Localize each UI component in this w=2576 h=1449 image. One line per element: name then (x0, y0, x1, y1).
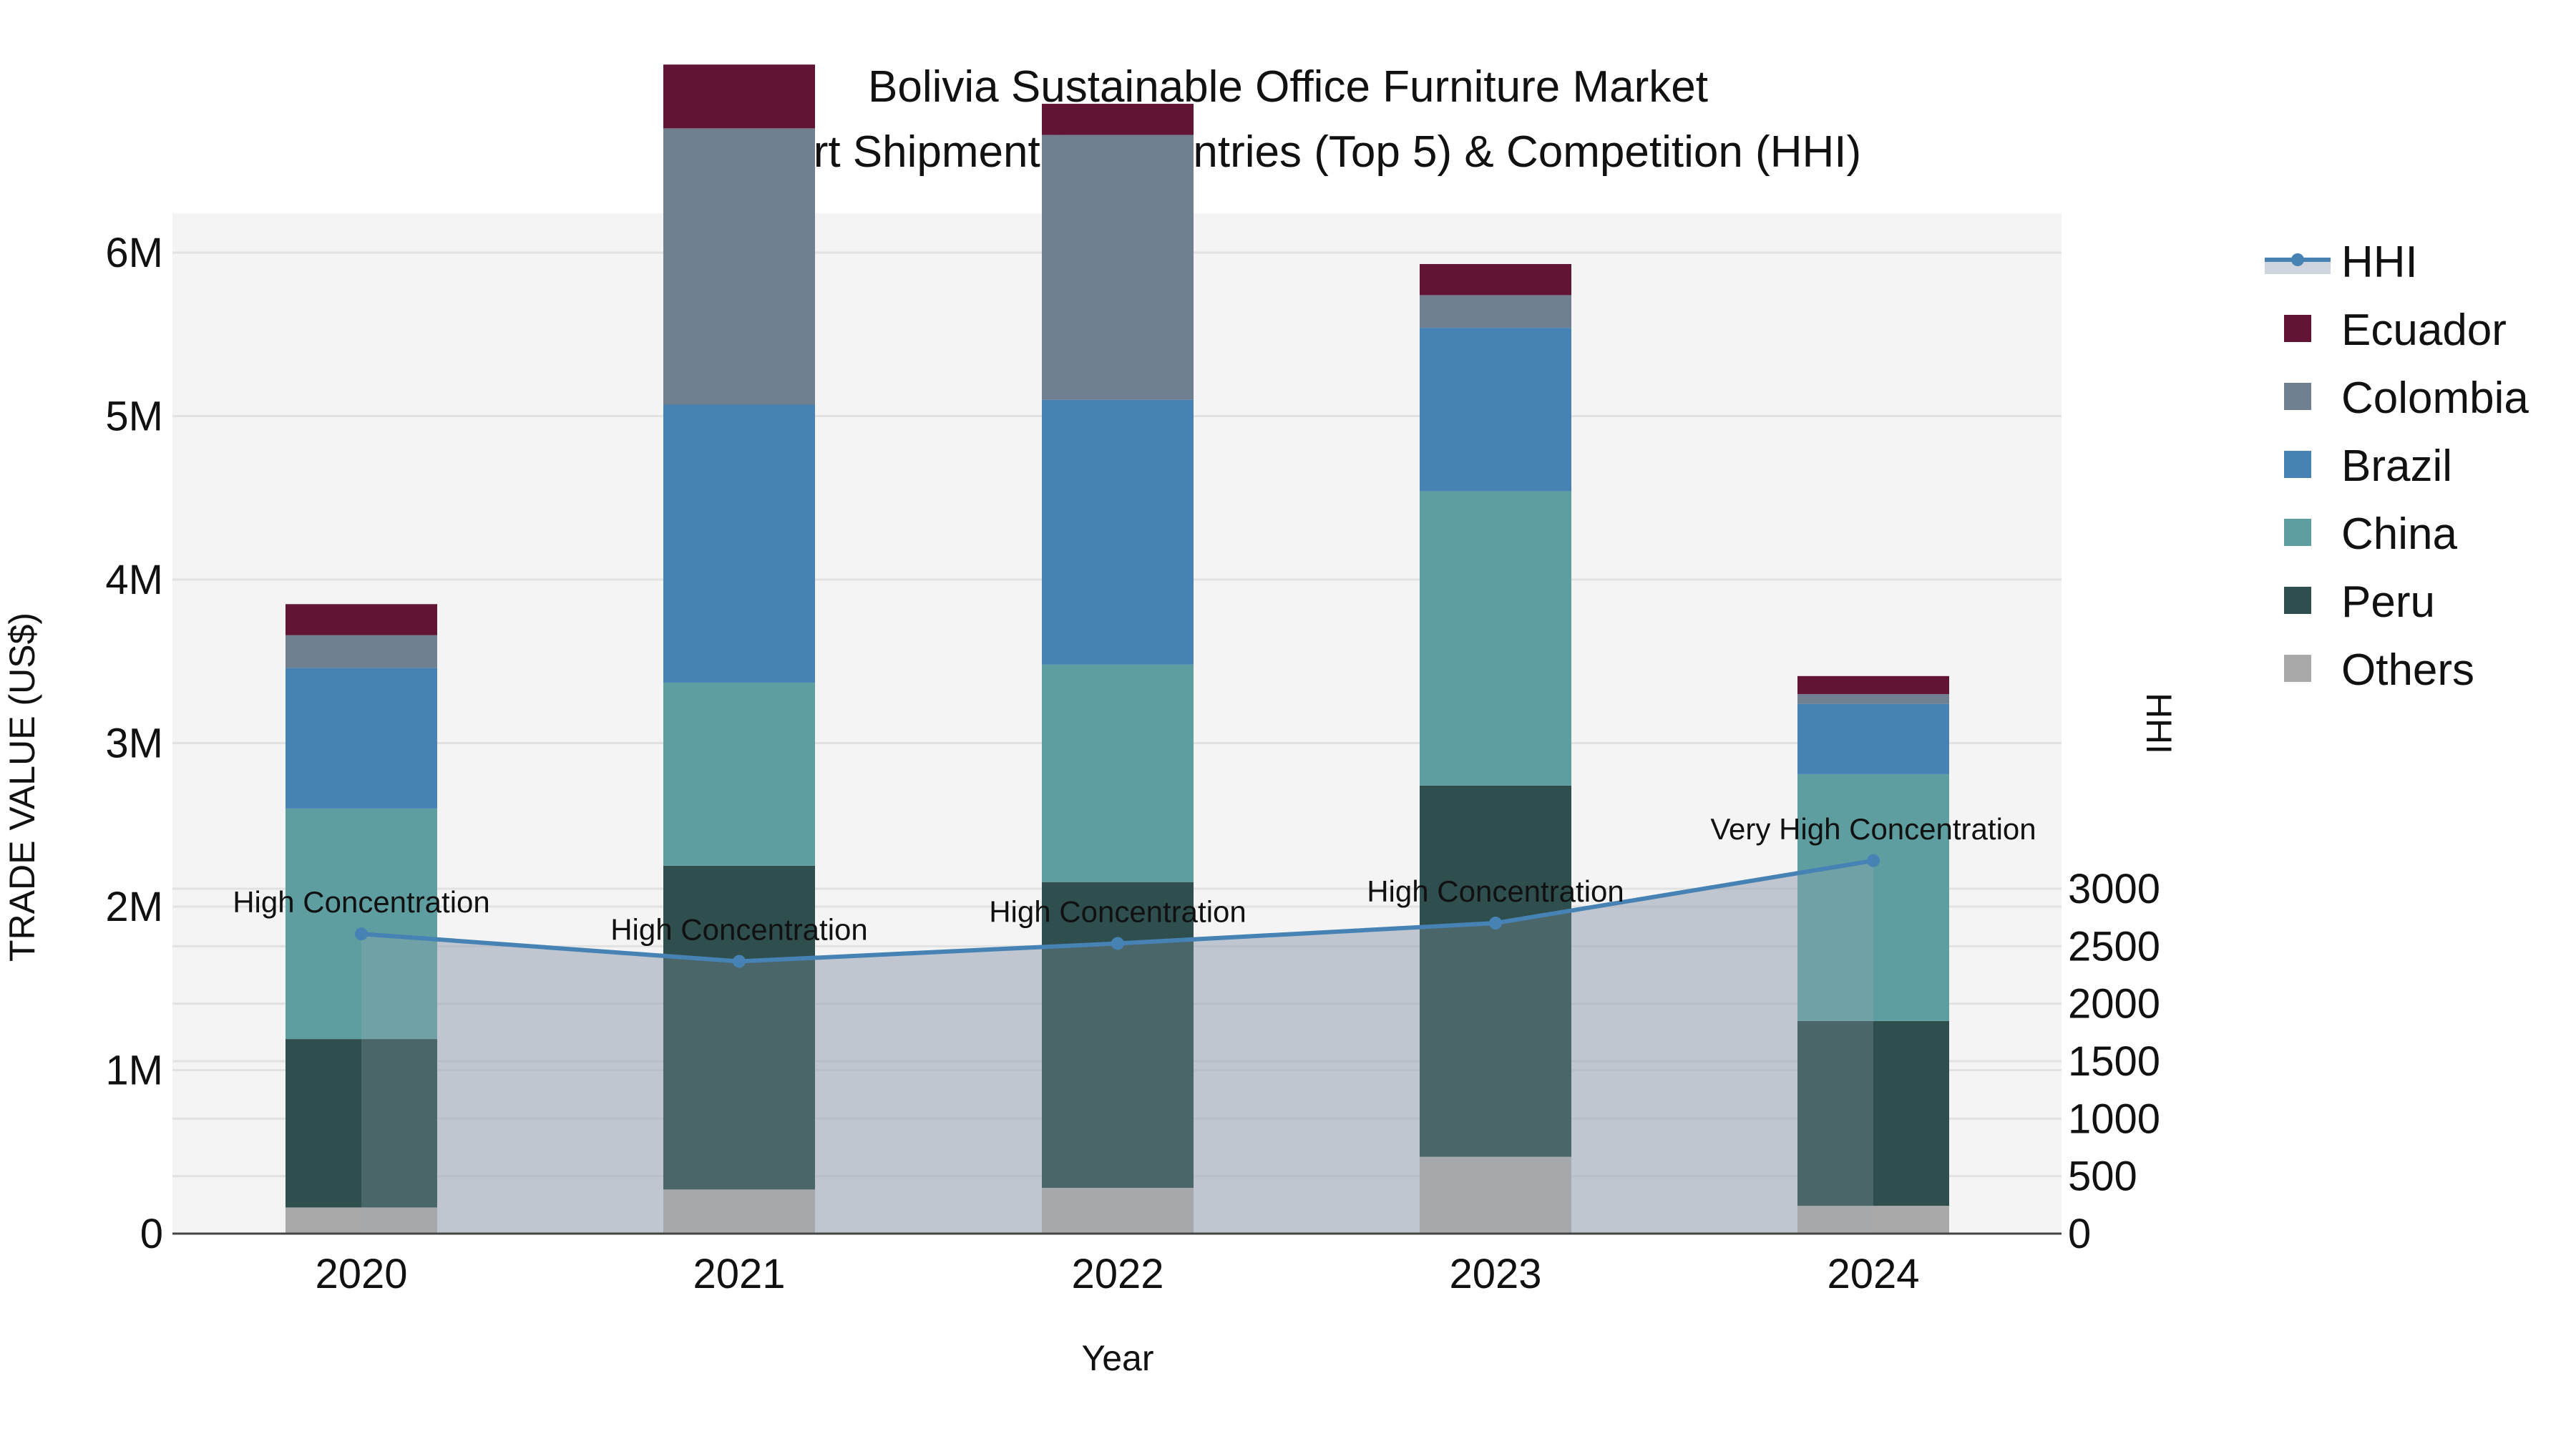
y-right-tick: 2500 (2068, 923, 2160, 970)
bar-segment-peru (1420, 785, 1571, 1157)
bar-segment-others (1042, 1188, 1194, 1234)
bar-segment-china (286, 808, 437, 1040)
bar-segment-peru (1797, 1020, 1949, 1206)
legend-label-colombia: Colombia (2341, 374, 2529, 423)
bar-segment-colombia (663, 128, 815, 405)
bar-segment-china (1797, 774, 1949, 1021)
bar-segment-ecuador (286, 604, 437, 635)
bar-segment-ecuador (1797, 675, 1949, 694)
legend-swatch-colombia (2284, 383, 2311, 410)
hhi-marker (733, 955, 746, 968)
y-left-ticks: 0 1M 2M 3M 4M 5M 6M (105, 230, 163, 1257)
x-tick: 2024 (1827, 1251, 1919, 1297)
bar-segment-colombia (1797, 693, 1949, 704)
y-right-tick: 2000 (2068, 981, 2160, 1028)
legend-label-ecuador: Ecuador (2341, 306, 2507, 355)
y-left-tick: 5M (105, 394, 163, 440)
hhi-line (355, 854, 1880, 968)
bar-segment-others (1420, 1156, 1571, 1234)
y-left-axis-label: TRADE VALUE (US$) (2, 613, 42, 962)
chart-title-line2: Import Shipment by Countries (Top 5) & C… (715, 127, 1861, 177)
y-left-tick: 1M (105, 1048, 163, 1094)
hhi-marker (355, 927, 368, 941)
y-left-tick: 0 (140, 1211, 163, 1257)
bar-segment-ecuador (663, 64, 815, 129)
bar-segment-others (1797, 1206, 1949, 1234)
x-tick: 2021 (693, 1251, 785, 1297)
hhi-marker (1489, 917, 1502, 930)
legend-label-peru: Peru (2341, 577, 2435, 627)
bar-segment-others (663, 1189, 815, 1234)
bar-segment-colombia (1042, 135, 1194, 400)
legend: HHI Ecuador Colombia Brazil China Peru Others (2265, 238, 2529, 695)
x-tick: 2022 (1071, 1251, 1163, 1297)
bar-segment-others (286, 1207, 437, 1234)
bar-segment-brazil (1797, 703, 1949, 774)
y-right-tick: 3000 (2068, 866, 2160, 912)
chart-title-line1: Bolivia Sustainable Office Furniture Mar… (868, 62, 1708, 112)
hhi-area-overlay (361, 860, 1873, 1234)
bar-segment-china (1420, 491, 1571, 786)
hhi-annotation: High Concentration (1367, 874, 1624, 908)
legend-swatch-others (2284, 655, 2311, 682)
legend-hhi-area-swatch (2265, 260, 2331, 274)
legend-swatch-brazil (2284, 451, 2311, 478)
legend-label-others: Others (2341, 645, 2474, 695)
x-ticks: 2020 2021 2022 2023 2024 (315, 1251, 1919, 1297)
bar-segment-peru (1042, 882, 1194, 1189)
hhi-annotation: High Concentration (233, 885, 490, 919)
bar-segment-brazil (1420, 328, 1571, 492)
bar-segment-brazil (1042, 399, 1194, 665)
bar-segment-colombia (1420, 295, 1571, 328)
bar-segment-peru (286, 1039, 437, 1208)
legend-swatch-peru (2284, 587, 2311, 614)
y-right-tick: 500 (2068, 1153, 2137, 1200)
y-left-tick: 4M (105, 557, 163, 603)
hhi-annotation: High Concentration (610, 913, 868, 947)
x-tick: 2020 (315, 1251, 407, 1297)
hhi-annotation: High Concentration (989, 894, 1246, 928)
y-right-axis-label: HHI (2139, 693, 2179, 754)
legend-swatch-china (2284, 519, 2311, 546)
bar-segment-colombia (286, 635, 437, 668)
bars (286, 64, 1949, 1234)
hhi-marker (1867, 854, 1880, 867)
bar-segment-brazil (663, 404, 815, 683)
legend-swatch-ecuador (2284, 315, 2311, 342)
annotations: High Concentration High Concentration High… (233, 812, 2036, 947)
bar-segment-china (663, 682, 815, 866)
legend-label-china: China (2341, 509, 2458, 559)
x-axis-label: Year (1081, 1338, 1153, 1378)
y-right-tick: 1000 (2068, 1096, 2160, 1142)
y-right-tick: 0 (2068, 1211, 2091, 1257)
y-right-tick: 1500 (2068, 1038, 2160, 1085)
bar-segment-peru (663, 865, 815, 1190)
legend-label-brazil: Brazil (2341, 441, 2452, 491)
x-tick: 2023 (1449, 1251, 1541, 1297)
bar-segment-brazil (286, 668, 437, 809)
bar-segment-ecuador (1420, 263, 1571, 296)
hhi-annotation: Very High Concentration (1710, 812, 2036, 846)
y-left-tick: 3M (105, 721, 163, 767)
legend-label-hhi: HHI (2341, 238, 2418, 287)
y-left-tick: 2M (105, 884, 163, 930)
y-right-ticks: 0 500 1000 1500 2000 2500 3000 (2068, 866, 2160, 1257)
bar-segment-china (1042, 664, 1194, 882)
y-left-tick: 6M (105, 230, 163, 276)
hhi-marker (1111, 937, 1124, 950)
bar-segment-ecuador (1042, 104, 1194, 135)
legend-hhi-marker (2291, 253, 2304, 266)
